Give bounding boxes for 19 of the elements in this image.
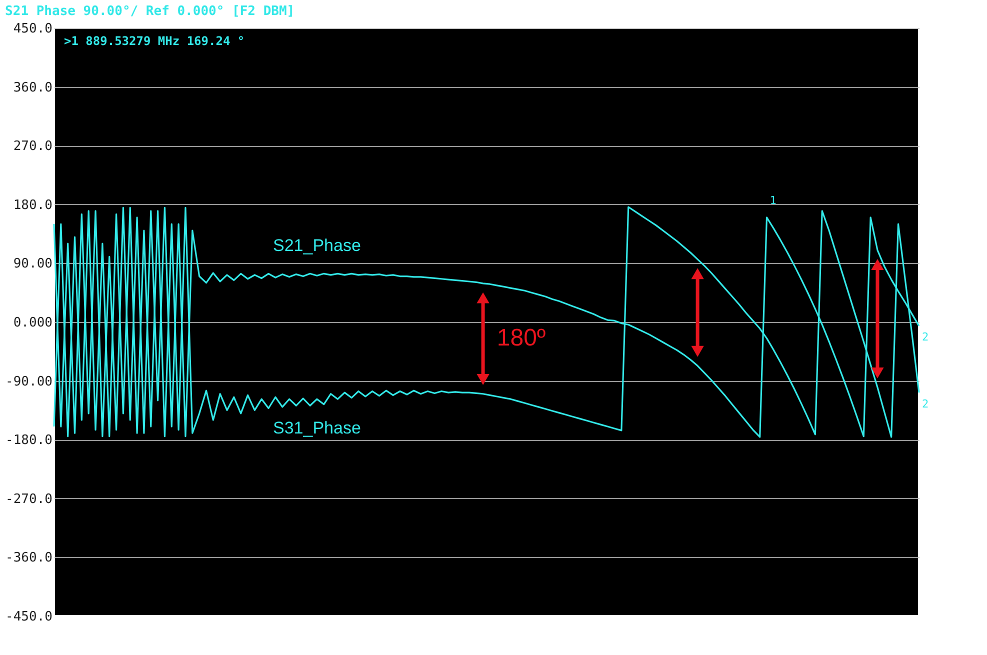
chart-title: S21 Phase 90.00°/ Ref 0.000° [F2 DBM] [5, 4, 295, 19]
annotation: 180º [496, 324, 546, 352]
annotation: >1 889.53279 MHz 169.24 ° [64, 34, 245, 48]
series-label: S31_Phase [273, 418, 361, 438]
y-tick-label: 270.0 [13, 139, 52, 154]
text: 2 [922, 397, 929, 410]
y-tick-label: 450.0 [13, 22, 52, 36]
text: 2 [922, 330, 929, 344]
y-tick-label: -180.0 [6, 433, 52, 448]
y-tick-label: 180.0 [13, 198, 52, 213]
y-tick-label: -450.0 [6, 610, 52, 624]
y-tick-label: -90.00 [6, 374, 52, 390]
y-tick-label: -270.0 [6, 492, 52, 507]
y-tick-label: -360.0 [6, 550, 52, 566]
y-tick-label: 0.000 [13, 316, 52, 330]
annotation: 1 [770, 194, 776, 208]
y-tick-label: 90.00 [13, 256, 52, 272]
y-tick-label: 360.0 [13, 80, 52, 96]
series-label: S21_Phase [273, 236, 361, 256]
